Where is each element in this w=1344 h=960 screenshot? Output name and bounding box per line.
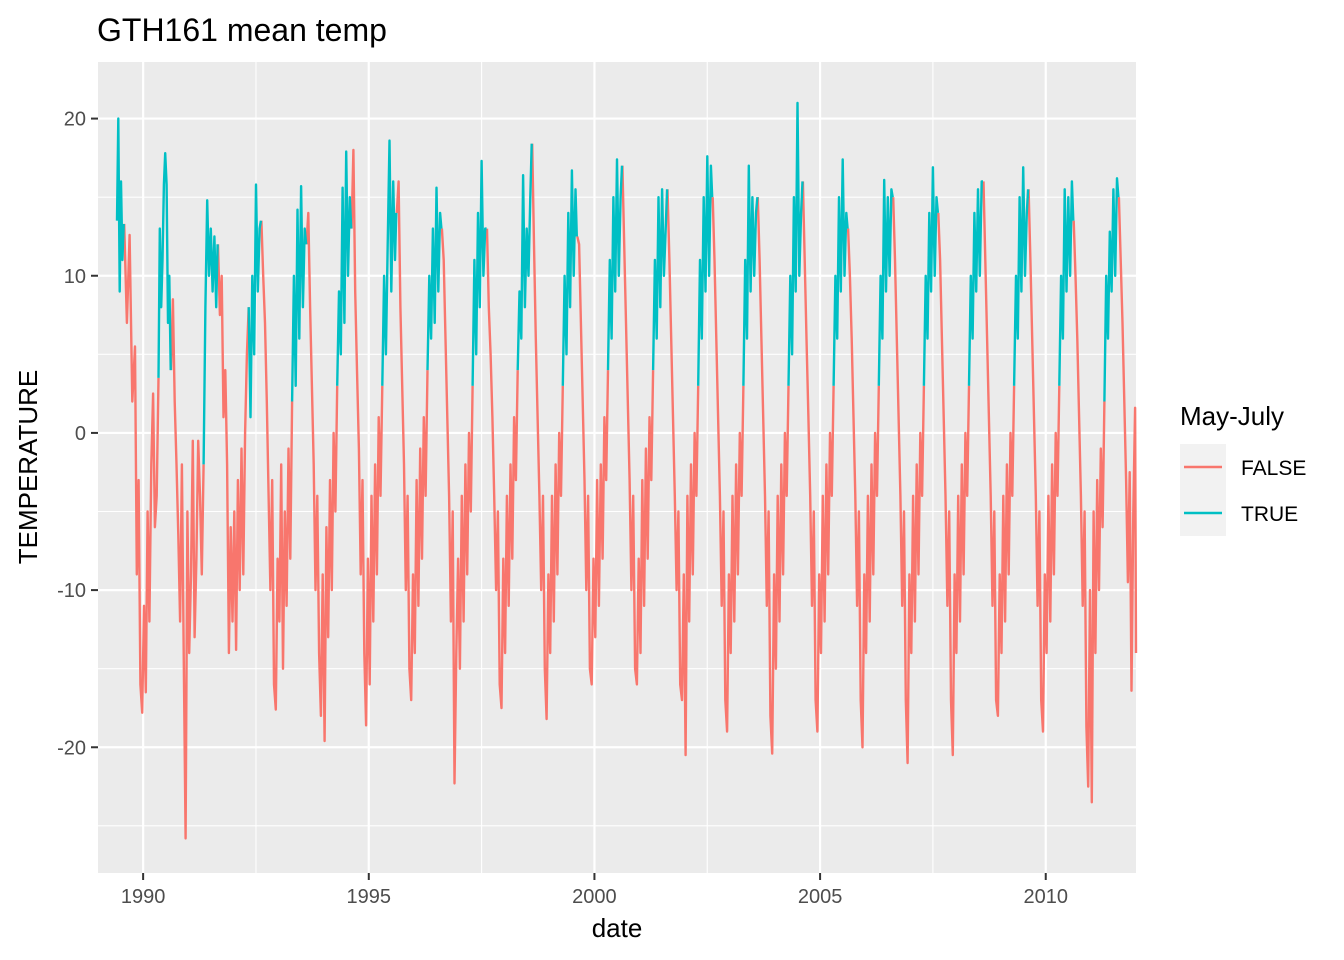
series-line-true bbox=[115, 117, 125, 293]
series-true bbox=[115, 101, 1120, 465]
legend-entries: FALSE TRUE bbox=[1180, 444, 1306, 536]
series-line-true bbox=[202, 199, 219, 465]
series-line-false bbox=[1117, 197, 1138, 692]
series-line-true bbox=[697, 155, 714, 386]
series-false bbox=[123, 143, 1138, 840]
series-line-false bbox=[621, 165, 655, 686]
series-line-true bbox=[877, 178, 894, 386]
series-line-false bbox=[440, 228, 474, 785]
series-line-false bbox=[531, 143, 564, 721]
series-line-false bbox=[1027, 189, 1061, 733]
legend-entry-true: TRUE bbox=[1180, 490, 1298, 536]
series-line-true bbox=[651, 188, 669, 371]
series-line-false bbox=[123, 223, 160, 714]
legend-title: May-July bbox=[1180, 401, 1284, 431]
y-axis-title: TEMPERATURE bbox=[13, 370, 43, 565]
series-line-false bbox=[982, 181, 1016, 717]
series-line-true bbox=[1103, 177, 1120, 402]
x-tick-label: 1990 bbox=[121, 886, 166, 908]
legend: May-July FALSE TRUE bbox=[1180, 401, 1306, 536]
x-tick-label: 2005 bbox=[798, 886, 843, 908]
y-tick-label: 20 bbox=[64, 109, 86, 131]
legend-label: FALSE bbox=[1241, 457, 1306, 480]
series-layer bbox=[115, 101, 1138, 840]
legend-entry-false: FALSE bbox=[1180, 444, 1306, 490]
x-axis: 1990 1995 2000 2005 2010 bbox=[121, 873, 1068, 908]
series-line-true bbox=[561, 169, 578, 386]
y-axis: -20 -10 0 10 20 bbox=[57, 109, 98, 759]
series-line-false bbox=[756, 197, 790, 755]
series-line-true bbox=[247, 183, 263, 419]
series-line-true bbox=[967, 180, 983, 386]
series-line-true bbox=[922, 166, 940, 386]
series-line-false bbox=[216, 244, 250, 655]
chart-title: GTH161 mean temp bbox=[97, 12, 387, 48]
series-line-true bbox=[606, 158, 624, 371]
series-line-false bbox=[576, 236, 610, 686]
series-line-true bbox=[1012, 166, 1030, 386]
series-line-false bbox=[801, 181, 835, 733]
series-line-true bbox=[742, 164, 759, 386]
series-line-false bbox=[169, 298, 205, 840]
series-line-false bbox=[937, 212, 971, 757]
series-line-false bbox=[711, 197, 745, 733]
x-tick-label: 2010 bbox=[1023, 886, 1068, 908]
series-line-false bbox=[260, 220, 294, 711]
y-tick-label: -20 bbox=[57, 737, 86, 759]
series-line-true bbox=[1058, 180, 1075, 386]
series-line-false bbox=[305, 211, 339, 743]
x-tick-label: 1995 bbox=[347, 886, 392, 908]
x-axis-title: date bbox=[592, 913, 643, 943]
series-line-false bbox=[485, 228, 519, 710]
series-line-true bbox=[787, 101, 804, 386]
series-line-true bbox=[290, 185, 308, 402]
series-line-false bbox=[666, 189, 700, 757]
x-tick-label: 2000 bbox=[572, 886, 617, 908]
series-line-true bbox=[381, 139, 398, 386]
series-line-false bbox=[846, 228, 880, 749]
series-line-true bbox=[336, 150, 353, 386]
series-line-true bbox=[157, 152, 172, 378]
series-line-true bbox=[832, 158, 849, 386]
y-tick-label: 10 bbox=[64, 266, 86, 288]
series-line-true bbox=[471, 159, 487, 386]
series-line-true bbox=[426, 186, 443, 371]
series-line-false bbox=[1072, 220, 1106, 804]
series-line-false bbox=[395, 180, 429, 702]
series-line-false bbox=[892, 197, 926, 765]
series-line-false bbox=[350, 148, 384, 727]
y-tick-label: -10 bbox=[57, 580, 86, 602]
series-line-true bbox=[516, 143, 533, 371]
legend-label: TRUE bbox=[1241, 503, 1298, 526]
y-tick-label: 0 bbox=[75, 423, 86, 445]
